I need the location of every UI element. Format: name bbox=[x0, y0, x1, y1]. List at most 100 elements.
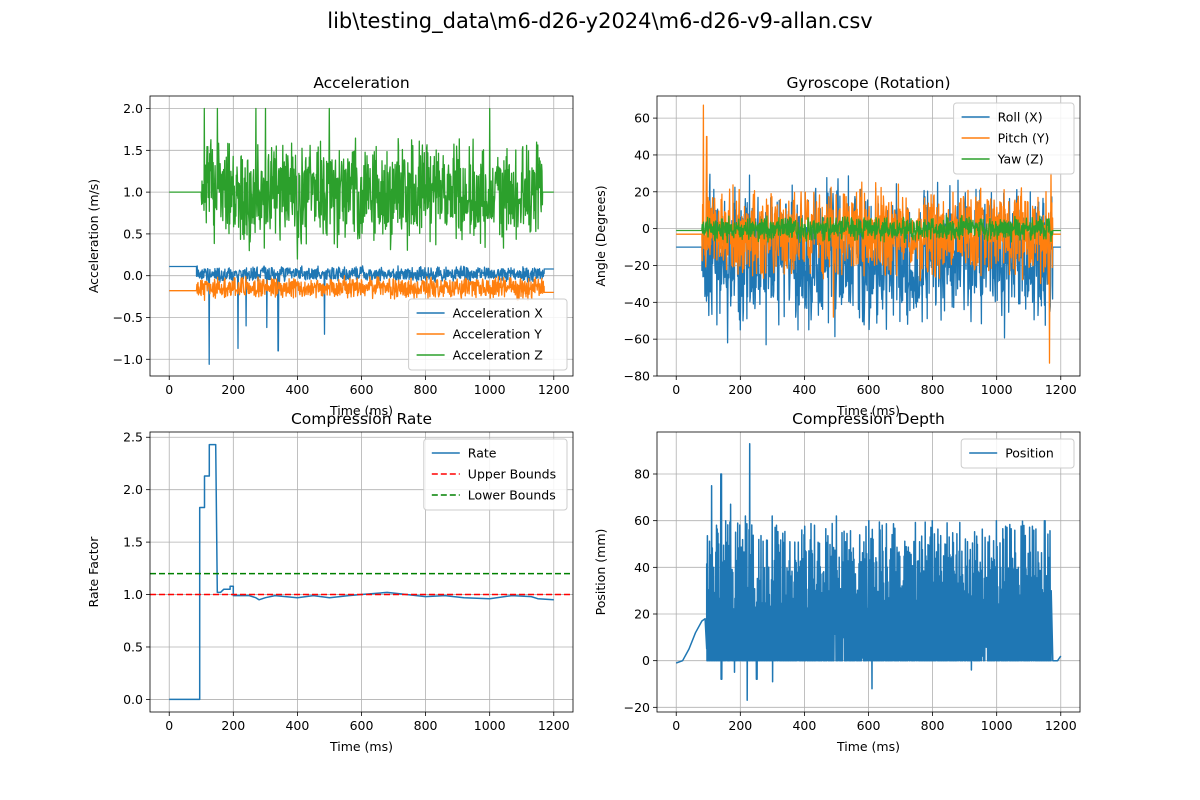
y-tick-label: −1.0 bbox=[113, 352, 143, 367]
series-acceleration-y-line bbox=[169, 275, 554, 302]
x-tick-label: 600 bbox=[350, 718, 374, 733]
x-tick-label: 600 bbox=[857, 382, 881, 397]
series-yaw-z-line bbox=[676, 214, 1061, 244]
legend: Position bbox=[960, 438, 1075, 469]
x-tick-label: 600 bbox=[350, 382, 374, 397]
x-tick-label: 1000 bbox=[981, 718, 1013, 733]
y-tick-label: 1.0 bbox=[123, 185, 143, 200]
legend-label: Position bbox=[1005, 446, 1054, 461]
x-tick-label: 800 bbox=[414, 718, 438, 733]
legend: Acceleration X Acceleration Y Acceleration… bbox=[408, 298, 568, 371]
y-tick-label: 0.0 bbox=[123, 692, 143, 707]
x-tick-label: 200 bbox=[221, 382, 245, 397]
chart-title: Compression Rate bbox=[291, 410, 432, 428]
plot-area-gyro bbox=[676, 104, 1061, 364]
chart-title: Acceleration bbox=[313, 74, 409, 92]
x-tick-label: 1000 bbox=[474, 382, 506, 397]
legend-box bbox=[953, 102, 1075, 175]
x-axis-label: Time (ms) bbox=[836, 739, 900, 754]
y-tick-label: −40 bbox=[624, 295, 650, 310]
y-tick-label: 2.5 bbox=[123, 430, 143, 445]
x-tick-label: 600 bbox=[857, 718, 881, 733]
legend: Rate Upper Bounds Lower Bounds bbox=[423, 438, 568, 511]
legend-label: Acceleration Z bbox=[453, 348, 543, 363]
legend-box bbox=[423, 438, 568, 511]
y-tick-label: 1.0 bbox=[123, 587, 143, 602]
x-tick-label: 0 bbox=[165, 718, 173, 733]
x-tick-label: 1200 bbox=[538, 718, 570, 733]
y-tick-label: 1.5 bbox=[123, 535, 143, 550]
legend-label: Acceleration X bbox=[453, 306, 544, 321]
x-tick-label: 800 bbox=[921, 382, 945, 397]
x-axis-label: Time (ms) bbox=[329, 403, 393, 418]
x-tick-label: 0 bbox=[672, 382, 680, 397]
chart-rate: 0 200 400 600 800 1000 1200 0.0 0.5 1.0 1.5 2.0 2.5 C… bbox=[86, 410, 574, 754]
legend-label: Acceleration Y bbox=[453, 327, 543, 342]
y-axis-label: Acceleration (m/s) bbox=[86, 179, 101, 293]
y-tick-label: −0.5 bbox=[113, 310, 143, 325]
y-tick-label: −80 bbox=[624, 369, 650, 384]
legend-label: Lower Bounds bbox=[468, 488, 556, 503]
series-rate-line bbox=[169, 443, 554, 701]
legend-box bbox=[408, 298, 568, 371]
y-tick-label: 1.5 bbox=[123, 143, 143, 158]
y-tick-label: 0.5 bbox=[123, 639, 143, 654]
legend: Roll (X) Pitch (Y) Yaw (Z) bbox=[953, 102, 1075, 175]
x-axis-label: Time (ms) bbox=[329, 739, 393, 754]
y-tick-label: 2.0 bbox=[123, 482, 143, 497]
y-tick-label: 2.0 bbox=[123, 101, 143, 116]
series-position-line bbox=[675, 442, 1062, 702]
x-tick-label: 400 bbox=[285, 718, 309, 733]
x-tick-label: 200 bbox=[728, 718, 752, 733]
legend-label: Upper Bounds bbox=[468, 467, 556, 482]
y-axis-label: Rate Factor bbox=[86, 536, 101, 608]
y-tick-label: −20 bbox=[624, 258, 650, 273]
y-tick-label: −60 bbox=[624, 332, 650, 347]
series-acceleration-z-line bbox=[169, 107, 554, 260]
y-tick-label: 20 bbox=[634, 607, 650, 622]
chart-title: Compression Depth bbox=[792, 410, 945, 428]
x-tick-label: 0 bbox=[165, 382, 173, 397]
series-acceleration-x-line bbox=[169, 265, 554, 365]
x-axis-label: Time (ms) bbox=[836, 403, 900, 418]
y-tick-label: 0.0 bbox=[123, 268, 143, 283]
legend-label: Yaw (Z) bbox=[997, 152, 1044, 167]
x-tick-label: 400 bbox=[792, 718, 816, 733]
x-tick-label: 1000 bbox=[474, 718, 506, 733]
y-axis-label: Angle (Degrees) bbox=[593, 185, 608, 286]
y-tick-label: 20 bbox=[634, 184, 650, 199]
y-tick-label: 40 bbox=[634, 560, 650, 575]
y-tick-label: 60 bbox=[634, 111, 650, 126]
y-tick-label: 60 bbox=[634, 513, 650, 528]
x-tick-label: 400 bbox=[285, 382, 309, 397]
x-tick-label: 200 bbox=[728, 382, 752, 397]
x-tick-label: 0 bbox=[672, 718, 680, 733]
x-tick-label: 1200 bbox=[1045, 718, 1077, 733]
legend-label: Roll (X) bbox=[998, 110, 1043, 125]
x-tick-label: 1200 bbox=[538, 382, 570, 397]
chart-acc: 0 200 400 600 800 1000 1200 −1.0 −0.5 0.0 0.5 1.0 1.… bbox=[86, 74, 574, 418]
plot-area-depth bbox=[675, 442, 1062, 702]
y-axis-label: Position (mm) bbox=[593, 529, 608, 616]
figure-title: lib\testing_data\m6-d26-y2024\m6-d26-v9-… bbox=[327, 9, 873, 33]
x-tick-label: 800 bbox=[414, 382, 438, 397]
y-tick-label: 0.5 bbox=[123, 226, 143, 241]
x-tick-label: 200 bbox=[221, 718, 245, 733]
legend-box bbox=[960, 438, 1075, 469]
x-tick-label: 400 bbox=[792, 382, 816, 397]
y-tick-label: 80 bbox=[634, 467, 650, 482]
y-tick-label: −20 bbox=[624, 700, 650, 715]
legend-label: Rate bbox=[468, 446, 497, 461]
plot-area-acc bbox=[169, 107, 554, 365]
plot-area-rate bbox=[150, 443, 573, 701]
y-tick-label: 0 bbox=[642, 221, 650, 236]
chart-title: Gyroscope (Rotation) bbox=[787, 74, 951, 92]
legend-label: Pitch (Y) bbox=[998, 131, 1050, 146]
x-tick-label: 1200 bbox=[1045, 382, 1077, 397]
x-tick-label: 800 bbox=[921, 718, 945, 733]
chart-depth: 0 200 400 600 800 1000 1200 −20 0 20 40 60 80 Compres… bbox=[593, 410, 1081, 754]
x-tick-label: 1000 bbox=[981, 382, 1013, 397]
y-tick-label: 0 bbox=[642, 653, 650, 668]
chart-gyro: 0 200 400 600 800 1000 1200 −80 −60 −40 −20 0 20 40 60… bbox=[593, 74, 1081, 418]
